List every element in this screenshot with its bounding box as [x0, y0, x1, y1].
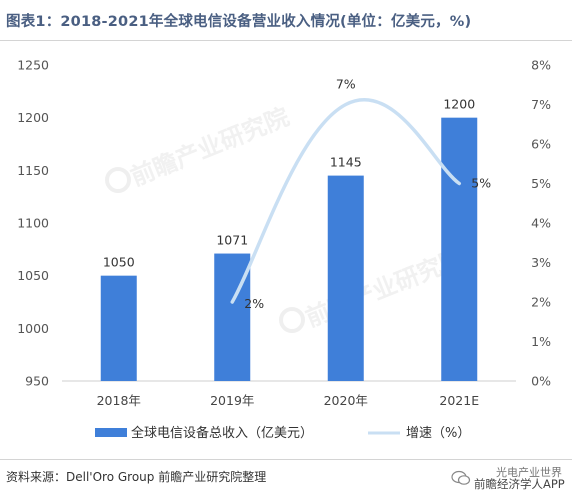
bar-value-label: 1071	[216, 233, 248, 248]
left-tick-label: 950	[25, 374, 49, 389]
bar-value-label: 1050	[103, 255, 135, 270]
left-axis: 950 1000 1050 1100 1150 1200 1250	[17, 58, 49, 389]
brand-main: 前瞻经济学人APP	[474, 477, 565, 491]
legend: 全球电信设备总收入（亿美元） 增速（%）	[95, 425, 470, 441]
right-tick-label: 8%	[531, 58, 551, 73]
right-tick-label: 4%	[531, 216, 551, 231]
chart-title: 图表1：2018-2021年全球电信设备营业收入情况(单位：亿美元，%)	[6, 14, 472, 30]
right-tick-label: 5%	[531, 176, 551, 191]
left-tick-label: 1150	[17, 163, 49, 178]
bar-value-label: 1145	[330, 155, 362, 170]
left-tick-label: 1250	[17, 58, 49, 73]
title-divider	[0, 40, 572, 41]
x-tick-label: 2021E	[439, 393, 479, 408]
right-tick-label: 6%	[531, 137, 551, 152]
chart-svg: 前瞻产业研究院 前瞻产业研究院 950100010501100115012001…	[17, 58, 551, 442]
right-axis: 0% 1% 2% 3% 4% 5% 6% 7% 8%	[531, 58, 551, 389]
brand-text-stack: 光电产业世界 前瞻经济学人APP	[474, 464, 568, 492]
bar	[100, 275, 137, 381]
legend-label-line: 增速（%）	[406, 426, 470, 441]
bar	[327, 175, 364, 381]
brand-badge: 光电产业世界 前瞻经济学人APP	[451, 464, 568, 492]
growth-value-label: 7%	[336, 77, 356, 92]
bar	[441, 117, 478, 382]
left-tick-label: 1000	[17, 321, 49, 336]
watermark-logo-icon	[105, 167, 131, 193]
legend-label-bar: 全球电信设备总收入（亿美元）	[131, 425, 313, 441]
growth-value-label: 5%	[471, 176, 491, 191]
wechat-icon	[451, 470, 471, 485]
left-tick-label: 1200	[17, 110, 49, 125]
x-axis-labels: 2018年 2019年 2020年 2021E	[97, 393, 480, 408]
x-tick-label: 2020年	[324, 393, 368, 408]
x-tick-label: 2019年	[210, 393, 254, 408]
right-tick-label: 7%	[531, 97, 551, 112]
bar-series: 1050 1071 1145 1200	[100, 97, 478, 382]
bar-value-label: 1200	[443, 97, 475, 112]
watermark-text: 前瞻产业研究院	[127, 103, 293, 192]
right-tick-label: 3%	[531, 255, 551, 270]
source-note: 资料来源：Dell'Oro Group 前瞻产业研究院整理	[6, 470, 267, 484]
brand-sub: 光电产业世界	[496, 466, 562, 479]
left-tick-label: 1100	[17, 216, 49, 231]
right-tick-label: 1%	[531, 334, 551, 349]
right-tick-label: 0%	[531, 374, 551, 389]
growth-value-label: 2%	[244, 296, 264, 311]
legend-swatch-bar	[95, 428, 127, 437]
growth-line	[230, 98, 461, 304]
footer-divider	[0, 459, 572, 460]
left-tick-label: 1050	[17, 268, 49, 283]
growth-line-series: 2% 7% 5%	[230, 77, 491, 311]
right-tick-label: 2%	[531, 295, 551, 310]
watermark-logo-icon	[279, 307, 305, 333]
watermark-group: 前瞻产业研究院 前瞻产业研究院	[105, 103, 468, 333]
x-tick-label: 2018年	[97, 393, 141, 408]
